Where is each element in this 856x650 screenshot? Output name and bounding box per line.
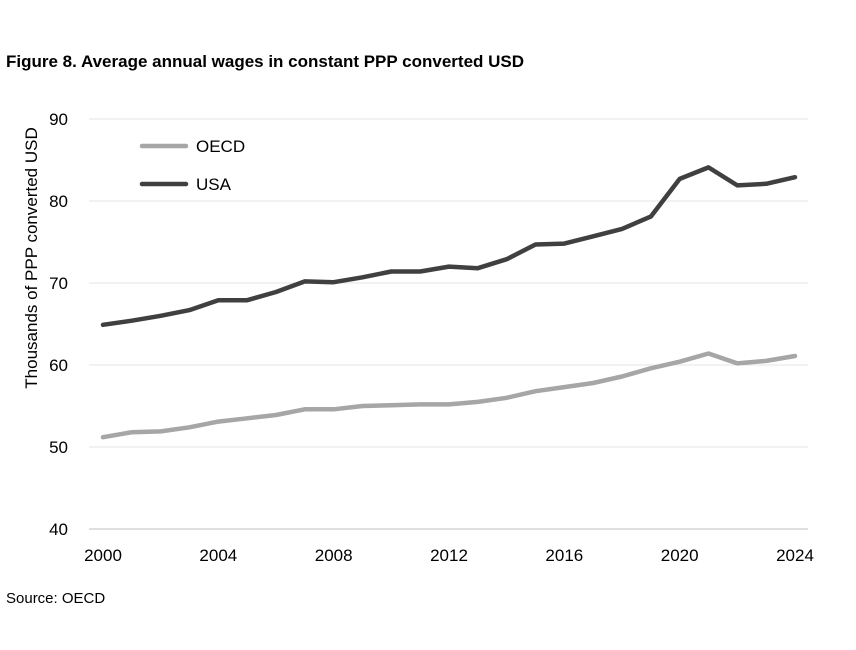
y-tick-label-80: 80 bbox=[49, 192, 68, 211]
x-tick-label-2024: 2024 bbox=[776, 546, 814, 565]
x-tick-label-2020: 2020 bbox=[661, 546, 699, 565]
source-note: Source: OECD bbox=[6, 590, 106, 607]
x-axis-ticks: 2000 2004 2008 2012 2016 2020 2024 bbox=[84, 546, 814, 565]
y-axis-ticks: 40 50 60 70 80 90 bbox=[49, 110, 68, 539]
x-tick-label-2008: 2008 bbox=[315, 546, 353, 565]
y-tick-label-60: 60 bbox=[49, 356, 68, 375]
y-tick-label-70: 70 bbox=[49, 274, 68, 293]
series-lines bbox=[100, 165, 798, 440]
gridlines bbox=[89, 118, 808, 530]
x-tick-label-2012: 2012 bbox=[430, 546, 468, 565]
series-line-usa bbox=[100, 165, 798, 328]
figure-title: Figure 8. Average annual wages in consta… bbox=[6, 52, 525, 71]
legend-label-usa: USA bbox=[196, 175, 232, 194]
y-tick-label-50: 50 bbox=[49, 438, 68, 457]
y-axis-title: Thousands of PPP converted USD bbox=[22, 127, 41, 388]
series-line-oecd bbox=[100, 351, 798, 440]
x-tick-label-2004: 2004 bbox=[199, 546, 237, 565]
x-tick-label-2000: 2000 bbox=[84, 546, 122, 565]
x-tick-label-2016: 2016 bbox=[545, 546, 583, 565]
legend: OECD USA bbox=[139, 137, 245, 194]
y-tick-label-40: 40 bbox=[49, 520, 68, 539]
legend-label-oecd: OECD bbox=[196, 137, 245, 156]
y-tick-label-90: 90 bbox=[49, 110, 68, 129]
